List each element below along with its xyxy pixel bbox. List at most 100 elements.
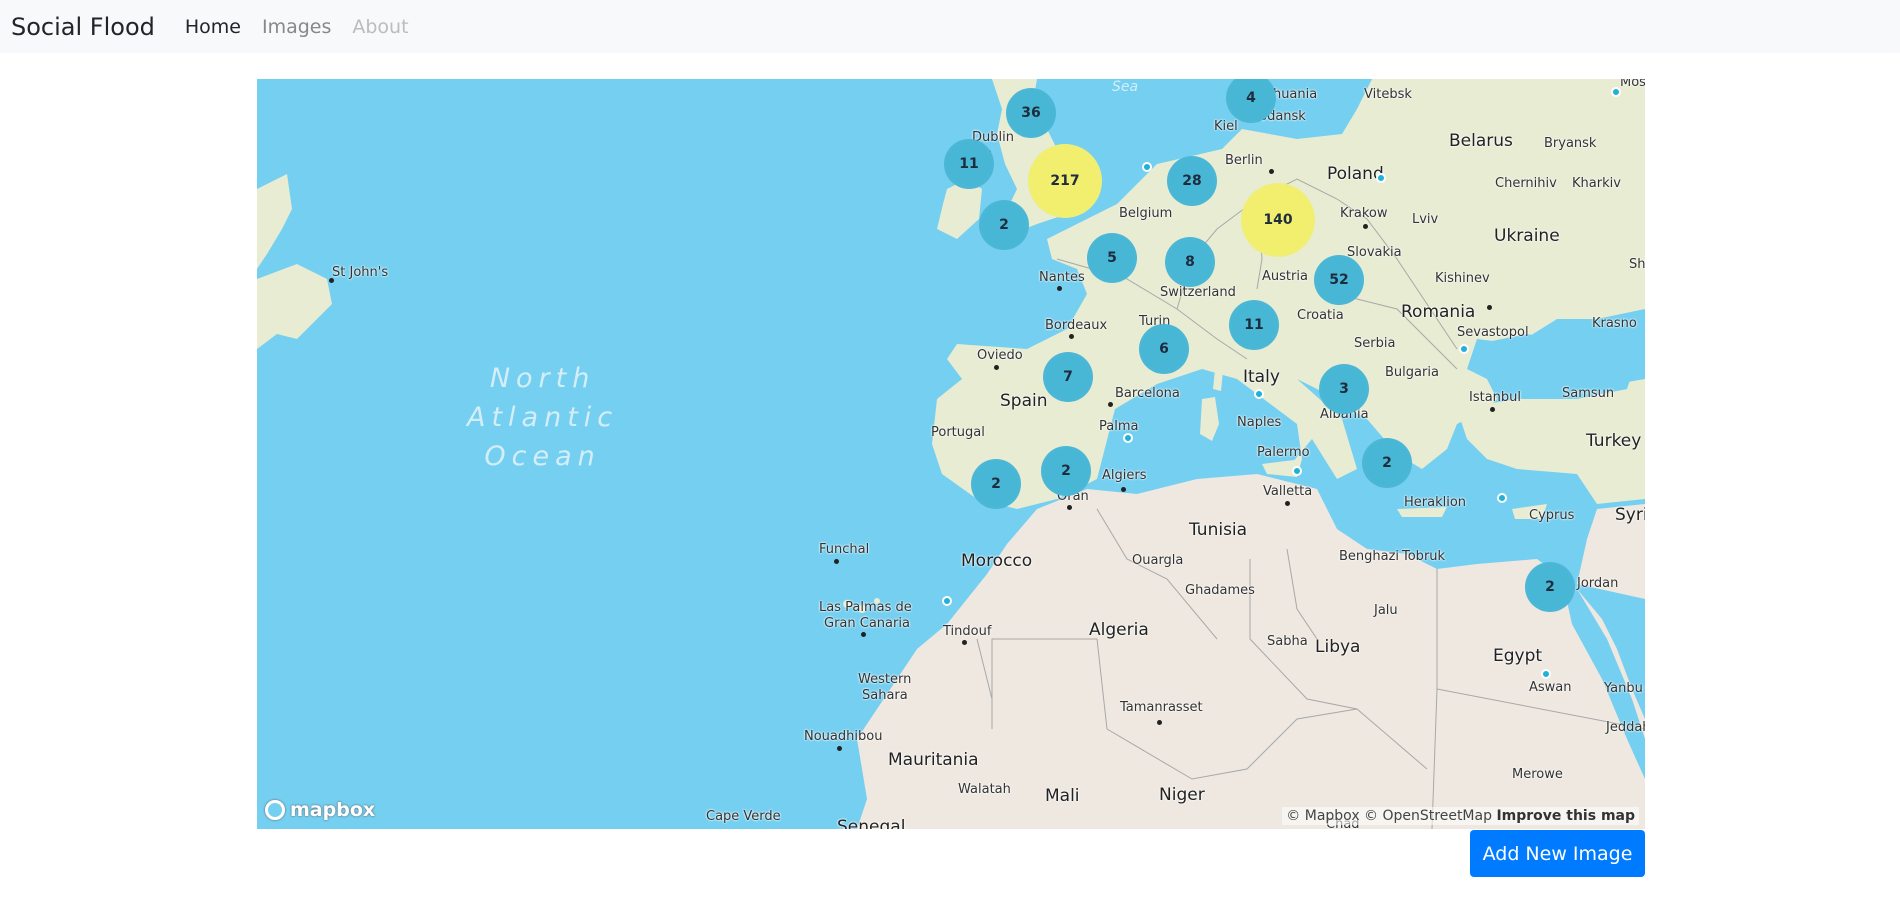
country-label: Jordan <box>1577 576 1619 591</box>
place-label: Benghazi <box>1339 549 1400 564</box>
city-marker <box>329 278 334 283</box>
country-label: Syria <box>1615 505 1645 525</box>
country-label: Romania <box>1401 302 1476 322</box>
place-label: Dublin <box>972 130 1014 145</box>
city-marker <box>1269 169 1274 174</box>
cluster-marker[interactable]: 6 <box>1139 324 1189 374</box>
cluster-marker[interactable]: 36 <box>1006 88 1056 138</box>
place-label: Tobruk <box>1402 549 1446 564</box>
mapbox-icon <box>265 800 285 820</box>
place-label: Merowe <box>1512 767 1563 782</box>
country-label: Mauritania <box>888 750 979 770</box>
country-label: Ukraine <box>1494 226 1560 246</box>
place-label: Bordeaux <box>1045 318 1108 333</box>
place-label: Barcelona <box>1115 386 1180 401</box>
place-label: Aswan <box>1529 680 1572 695</box>
brand-link[interactable]: Social Flood <box>11 12 155 41</box>
cluster-marker[interactable]: 5 <box>1087 233 1137 283</box>
place-label: Palermo <box>1257 445 1310 460</box>
place-label: Mos <box>1620 79 1645 90</box>
place-label: Las Palmas de <box>819 600 912 615</box>
image-marker[interactable] <box>1459 344 1469 354</box>
place-label: Ghadames <box>1185 583 1255 598</box>
city-marker <box>1487 305 1492 310</box>
cluster-marker[interactable]: 52 <box>1314 255 1364 305</box>
cluster-marker[interactable]: 217 <box>1028 144 1102 218</box>
cluster-marker[interactable]: 8 <box>1165 237 1215 287</box>
cluster-marker[interactable]: 2 <box>979 200 1029 250</box>
place-label: Vitebsk <box>1364 87 1412 102</box>
place-label: Algiers <box>1102 468 1147 483</box>
city-marker <box>1157 720 1162 725</box>
map-container[interactable]: North Atlantic Ocean Sea Lithuania Viteb… <box>257 79 1645 829</box>
nav-link-images[interactable]: Images <box>261 15 332 38</box>
mapbox-logo-text: mapbox <box>290 799 376 821</box>
place-label: Heraklion <box>1404 495 1467 510</box>
cluster-marker[interactable]: 2 <box>1041 446 1091 496</box>
image-marker[interactable] <box>942 596 952 606</box>
country-label: Austria <box>1262 269 1308 284</box>
city-marker <box>994 365 999 370</box>
country-label: Poland <box>1327 164 1384 184</box>
country-label: Libya <box>1315 637 1361 657</box>
cluster-marker[interactable]: 11 <box>1229 300 1279 350</box>
city-marker <box>1069 334 1074 339</box>
place-label: Walatah <box>958 782 1011 797</box>
city-marker <box>1363 224 1368 229</box>
add-new-image-button[interactable]: Add New Image <box>1470 830 1645 877</box>
city-marker <box>962 640 967 645</box>
place-label: Jeddah <box>1606 720 1645 735</box>
cluster-marker[interactable]: 7 <box>1043 352 1093 402</box>
image-marker[interactable] <box>1611 87 1621 97</box>
city-marker <box>1121 487 1126 492</box>
place-label: Naples <box>1237 415 1282 430</box>
nav-link-home[interactable]: Home <box>184 15 241 38</box>
cluster-marker[interactable]: 11 <box>944 139 994 189</box>
cluster-marker[interactable]: 2 <box>1362 438 1412 488</box>
place-label: Tamanrasset <box>1120 700 1203 715</box>
place-label: Cape Verde <box>706 809 781 824</box>
image-marker[interactable] <box>1142 162 1152 172</box>
ocean-label: North Atlantic Ocean <box>467 363 619 472</box>
place-label: Lviv <box>1412 212 1439 227</box>
attribution-text[interactable]: © Mapbox © OpenStreetMap <box>1286 808 1492 824</box>
place-label: Krakow <box>1340 206 1388 221</box>
place-label: Palma <box>1099 419 1139 434</box>
city-marker <box>1490 407 1495 412</box>
country-label: Switzerland <box>1160 285 1236 300</box>
image-marker[interactable] <box>1254 389 1264 399</box>
improve-map-link[interactable]: Improve this map <box>1496 808 1635 824</box>
city-marker <box>861 632 866 637</box>
place-label: Funchal <box>819 542 870 557</box>
mapbox-logo[interactable]: mapbox <box>265 799 375 821</box>
country-label: Portugal <box>931 425 985 440</box>
country-label: Mali <box>1045 786 1080 806</box>
country-label: Morocco <box>961 551 1033 571</box>
place-label: Kharkiv <box>1572 176 1621 191</box>
cluster-marker[interactable]: 4 <box>1226 79 1276 123</box>
place-label: Oviedo <box>977 348 1023 363</box>
cluster-marker[interactable]: 2 <box>1525 562 1575 612</box>
image-marker[interactable] <box>1541 669 1551 679</box>
country-label: Italy <box>1243 367 1280 387</box>
cluster-marker[interactable]: 28 <box>1167 156 1217 206</box>
place-label: Berlin <box>1225 153 1263 168</box>
cluster-marker[interactable]: 2 <box>971 459 1021 509</box>
place-label: Tindouf <box>943 624 992 639</box>
cluster-marker[interactable]: 3 <box>1319 364 1369 414</box>
navbar: Social Flood Home Images About <box>0 0 1900 53</box>
image-marker[interactable] <box>1497 493 1507 503</box>
map-basemap <box>257 79 1645 829</box>
image-marker[interactable] <box>1123 433 1133 443</box>
place-label: Kiel <box>1214 119 1238 134</box>
image-marker[interactable] <box>1376 173 1386 183</box>
country-label: Turkey <box>1586 431 1642 451</box>
place-label: Sh <box>1629 257 1645 272</box>
place-label: Ouargla <box>1132 553 1184 568</box>
place-label: Samsun <box>1562 386 1615 401</box>
place-label: Yanbu <box>1604 681 1643 696</box>
country-label: Belgium <box>1119 206 1173 221</box>
cluster-marker[interactable]: 140 <box>1241 183 1315 257</box>
country-label: Egypt <box>1493 646 1543 666</box>
image-marker[interactable] <box>1292 466 1302 476</box>
